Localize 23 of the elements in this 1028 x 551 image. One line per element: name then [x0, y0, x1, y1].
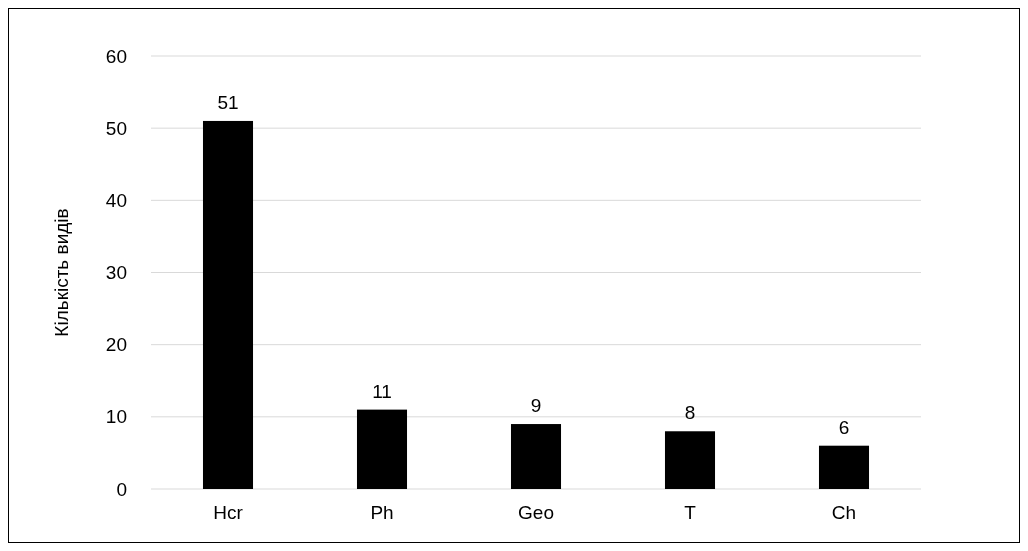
bar — [664, 431, 716, 489]
bar — [202, 120, 254, 489]
bar — [818, 445, 870, 489]
data-label: 6 — [838, 416, 850, 438]
bar — [510, 424, 562, 489]
x-tick-label: Hcr — [213, 502, 244, 523]
y-axis-title: Кількість видів — [51, 208, 72, 337]
y-tick-label: 0 — [116, 478, 127, 500]
x-tick-label: Ch — [831, 502, 857, 523]
x-tick-label: Geo — [518, 502, 554, 523]
y-tick-label: 20 — [105, 334, 127, 356]
bar — [356, 409, 408, 489]
data-label: 8 — [684, 402, 696, 424]
y-tick-label: 40 — [105, 189, 127, 211]
y-tick-label: 60 — [105, 45, 127, 67]
x-tick-label: Ph — [370, 502, 394, 523]
y-tick-label: 10 — [105, 406, 127, 428]
y-tick-label: 30 — [105, 262, 127, 284]
data-label: 11 — [372, 380, 392, 402]
x-tick-label: T — [684, 502, 697, 523]
data-label: 51 — [217, 91, 239, 113]
y-tick-label: 50 — [105, 117, 127, 139]
data-label: 9 — [530, 395, 542, 417]
